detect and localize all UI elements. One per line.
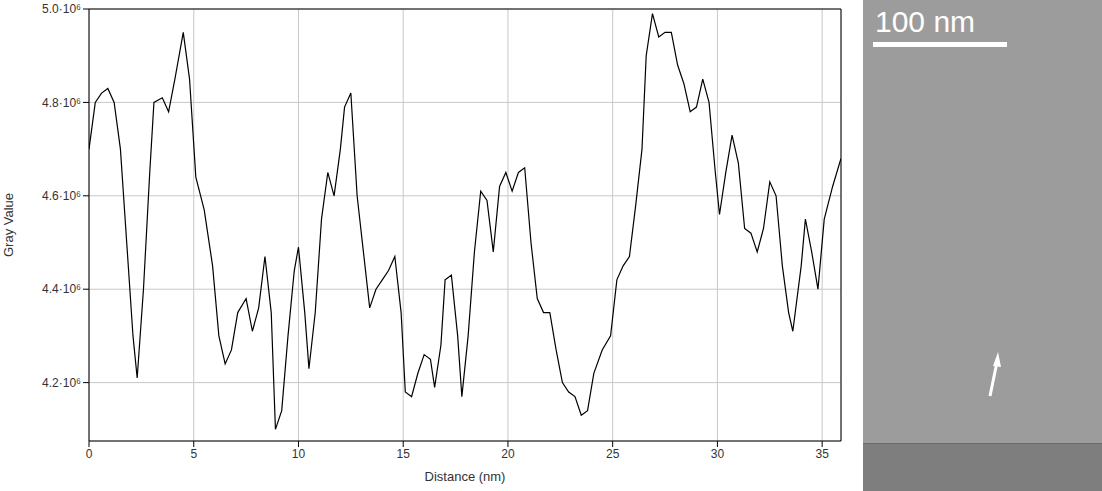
svg-text:10: 10 bbox=[292, 447, 306, 461]
svg-text:Gray Value: Gray Value bbox=[1, 193, 16, 257]
svg-text:35: 35 bbox=[815, 447, 829, 461]
html-text:100 nm: 100 nm bbox=[875, 5, 976, 38]
svg-text:4.2·10⁶: 4.2·10⁶ bbox=[42, 376, 81, 390]
svg-text:4.8·10⁶: 4.8·10⁶ bbox=[42, 96, 81, 110]
svg-text:5: 5 bbox=[190, 447, 197, 461]
svg-text:4.6·10⁶: 4.6·10⁶ bbox=[42, 189, 81, 203]
svg-text:30: 30 bbox=[711, 447, 725, 461]
svg-text:25: 25 bbox=[606, 447, 620, 461]
svg-text:Distance (nm): Distance (nm) bbox=[425, 469, 506, 484]
svg-text:4.4·10⁶: 4.4·10⁶ bbox=[42, 282, 81, 296]
svg-text:0: 0 bbox=[86, 447, 93, 461]
svg-text:5.0·10⁶: 5.0·10⁶ bbox=[42, 2, 81, 16]
svg-text:20: 20 bbox=[501, 447, 515, 461]
svg-text:15: 15 bbox=[397, 447, 411, 461]
